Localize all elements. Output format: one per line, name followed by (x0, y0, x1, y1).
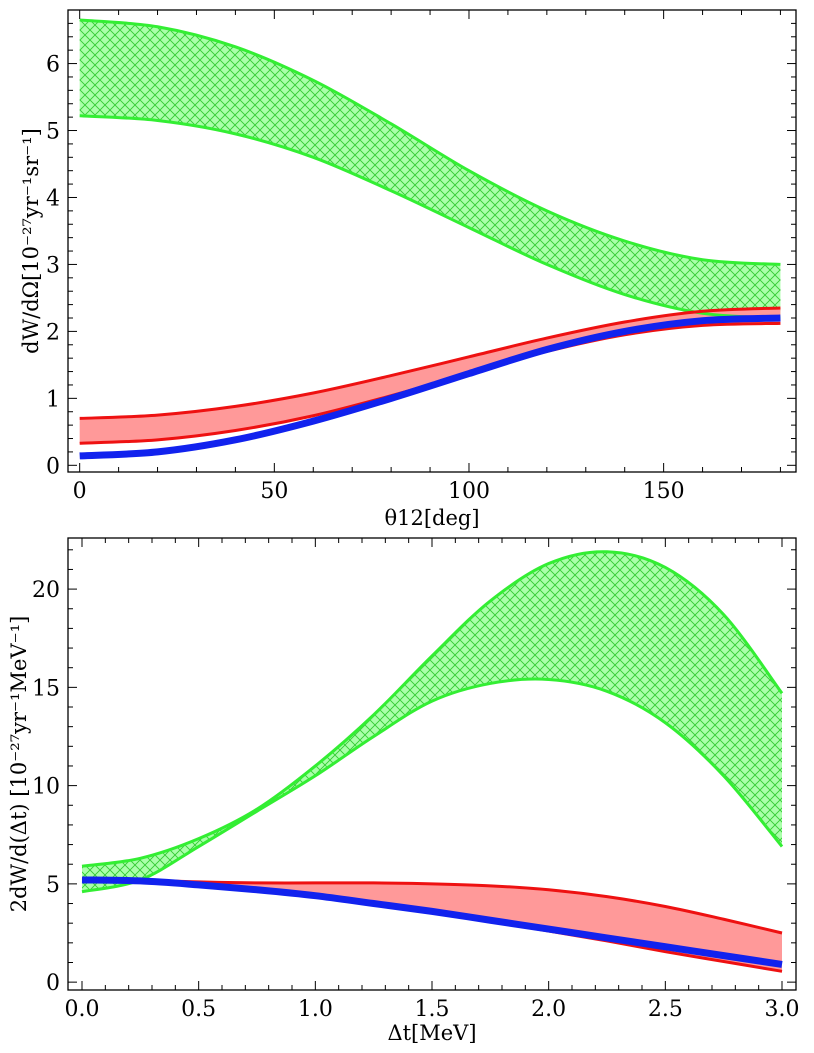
bottom-x-tick-label: 1.5 (415, 997, 450, 1022)
top-y-tick-label: 6 (46, 53, 60, 78)
bottom-y-tick-label: 10 (32, 775, 60, 800)
bottom-x-tick-label: 2.0 (531, 997, 566, 1022)
top-green-band-fill (79, 20, 781, 318)
top-panel: 0 50 100 150 0 1 2 3 4 5 6 θ12[deg] dW/dΩ[10⁻²⁷yr⁻… (19, 9, 797, 530)
bottom-x-tick-label: 3.0 (765, 997, 800, 1022)
top-green-band-lower-line (79, 114, 781, 320)
top-plot-marks (79, 18, 781, 460)
top-y-tick-label: 5 (46, 120, 60, 145)
bottom-ticks: 0.0 0.5 1.0 1.5 2.0 2.5 3.0 0 5 10 15 20 (32, 538, 800, 1022)
top-ticks: 0 50 100 150 0 1 2 3 4 5 6 (46, 9, 796, 504)
bottom-y-tick-label: 0 (46, 971, 60, 996)
bottom-panel: 0.0 0.5 1.0 1.5 2.0 2.5 3.0 0 5 10 15 20 Δt[MeV] 2d… (7, 537, 800, 1045)
top-y-axis-label: dW/dΩ[10⁻²⁷yr⁻¹sr⁻¹] (19, 128, 43, 354)
top-green-band-upper-line (79, 18, 781, 266)
top-y-tick-label: 0 (46, 454, 60, 479)
bottom-red-band-fill (82, 877, 782, 972)
bottom-x-tick-label: 1.0 (298, 997, 333, 1022)
bottom-y-axis-label: 2dW/d(Δt) [10⁻²⁷yr⁻¹MeV⁻¹] (7, 616, 31, 913)
top-x-tick-label: 50 (260, 479, 288, 504)
top-y-tick-label: 1 (46, 387, 60, 412)
top-x-tick-label: 100 (448, 479, 490, 504)
bottom-plot-marks (81, 550, 784, 973)
top-blue-curve (79, 314, 781, 460)
bottom-x-tick-label: 0.0 (65, 997, 100, 1022)
bottom-x-tick-label: 0.5 (181, 997, 216, 1022)
bottom-green-band-lower-line (81, 677, 784, 894)
top-red-band-fill (79, 307, 781, 444)
bottom-y-tick-label: 5 (46, 873, 60, 898)
bottom-blue-curve (81, 876, 783, 968)
bottom-x-axis-label: Δt[MeV] (387, 1021, 476, 1045)
bottom-green-band-fill (82, 551, 782, 892)
top-y-tick-label: 4 (46, 186, 60, 211)
top-x-axis-label: θ12[deg] (384, 506, 479, 530)
bottom-y-tick-label: 15 (32, 676, 60, 701)
top-y-tick-label: 3 (46, 253, 60, 278)
top-x-tick-label: 150 (643, 479, 685, 504)
top-red-band-upper-line (79, 306, 781, 420)
top-plot-frame (67, 9, 797, 473)
bottom-x-tick-label: 2.5 (648, 997, 683, 1022)
bottom-y-tick-label: 20 (32, 578, 60, 603)
top-y-tick-label: 2 (46, 320, 60, 345)
bottom-green-band-upper-line (81, 550, 784, 868)
top-x-tick-label: 0 (73, 479, 87, 504)
